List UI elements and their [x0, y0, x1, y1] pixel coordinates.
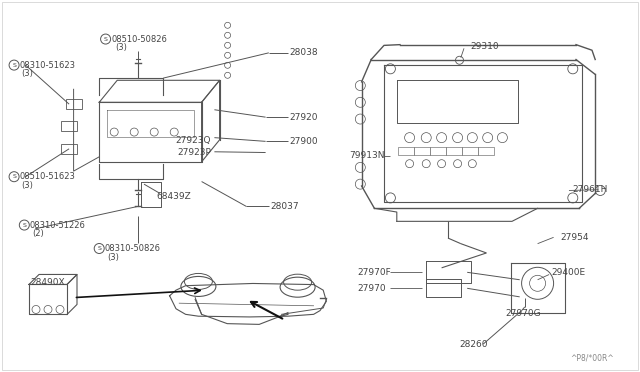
- Text: (3): (3): [21, 69, 33, 78]
- FancyBboxPatch shape: [447, 147, 462, 155]
- Text: S: S: [104, 36, 108, 42]
- Text: 28038: 28038: [289, 48, 318, 57]
- FancyBboxPatch shape: [398, 147, 415, 155]
- Text: 08510-51623: 08510-51623: [19, 172, 75, 181]
- Text: 27970: 27970: [357, 284, 386, 293]
- Text: (3): (3): [21, 181, 33, 190]
- Text: 29310: 29310: [470, 42, 499, 51]
- Text: 28260: 28260: [460, 340, 488, 349]
- Text: 27900: 27900: [289, 137, 318, 146]
- Text: 08510-50826: 08510-50826: [112, 35, 168, 44]
- FancyBboxPatch shape: [462, 147, 479, 155]
- FancyBboxPatch shape: [66, 99, 82, 109]
- Text: S: S: [12, 174, 16, 179]
- FancyBboxPatch shape: [415, 147, 431, 155]
- Text: 27970F: 27970F: [357, 268, 391, 277]
- Text: (3): (3): [108, 253, 120, 262]
- Text: 08310-51226: 08310-51226: [29, 221, 85, 230]
- Text: 27961H: 27961H: [573, 185, 608, 194]
- Text: 68439Z: 68439Z: [157, 192, 191, 201]
- Text: S: S: [12, 62, 16, 68]
- Text: 79913N: 79913N: [349, 151, 384, 160]
- Text: 28037: 28037: [270, 202, 299, 211]
- Text: 08310-51623: 08310-51623: [19, 61, 76, 70]
- Text: 29400E: 29400E: [552, 268, 586, 277]
- Text: 27954: 27954: [560, 233, 589, 242]
- Text: (3): (3): [115, 43, 127, 52]
- Text: ^P8/*00R^: ^P8/*00R^: [571, 353, 614, 362]
- Text: 08310-50826: 08310-50826: [104, 244, 160, 253]
- Text: 27970G: 27970G: [506, 309, 541, 318]
- Text: 27920: 27920: [289, 113, 318, 122]
- Text: S: S: [22, 222, 26, 228]
- FancyBboxPatch shape: [431, 147, 447, 155]
- Text: (2): (2): [32, 229, 44, 238]
- Text: S: S: [97, 246, 101, 251]
- Text: 28490X: 28490X: [31, 278, 65, 287]
- Text: 27923P: 27923P: [177, 148, 211, 157]
- Text: 27923Q: 27923Q: [176, 136, 211, 145]
- FancyBboxPatch shape: [61, 122, 77, 131]
- FancyBboxPatch shape: [61, 144, 77, 154]
- FancyBboxPatch shape: [479, 147, 494, 155]
